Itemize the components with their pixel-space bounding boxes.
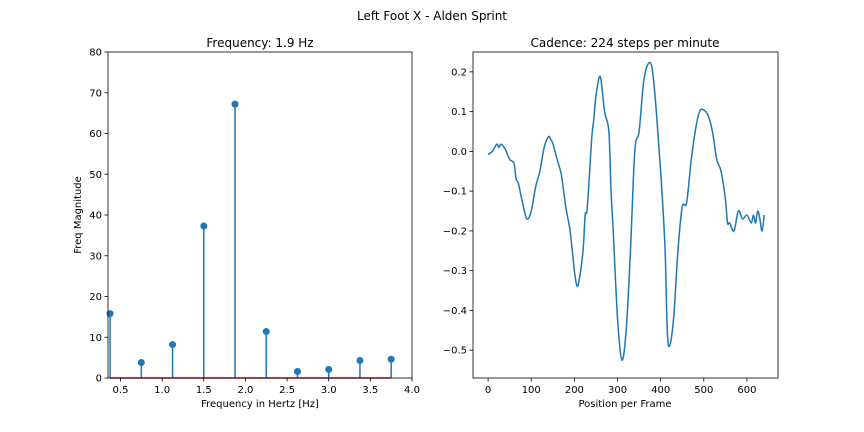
x-tick-label: 4.0 <box>404 385 420 396</box>
y-tick-label: 0 <box>96 374 102 385</box>
stem-marker <box>356 356 364 364</box>
y-tick-label: −0.5 <box>443 346 467 357</box>
cadence-line-marks <box>487 61 765 361</box>
stem-marker <box>231 100 239 108</box>
x-tick-label: 100 <box>522 385 541 396</box>
frequency-subplot-title: Frequency: 1.9 Hz <box>206 36 313 50</box>
y-tick-label: −0.1 <box>443 187 467 198</box>
frequency-stem-marks <box>106 100 395 379</box>
y-tick-label: 0.0 <box>451 147 467 158</box>
y-tick-label: 20 <box>89 292 102 303</box>
stem-marker <box>169 341 177 349</box>
x-tick-label: 2.5 <box>279 385 295 396</box>
x-tick-label: 300 <box>608 385 627 396</box>
x-tick-label: 1.0 <box>154 385 170 396</box>
x-tick-label: 1.5 <box>196 385 212 396</box>
y-tick-label: 80 <box>89 48 102 59</box>
figure-suptitle: Left Foot X - Alden Sprint <box>357 9 507 23</box>
frequency-subplot: Frequency: 1.9 Hz 0.5 1.0 1.5 2.0 2.5 3.0 3.5 4… <box>73 36 420 410</box>
x-tick-label: 400 <box>651 385 670 396</box>
stem-marker <box>137 359 145 367</box>
x-tick-label: 600 <box>737 385 756 396</box>
x-tick-label: 3.5 <box>362 385 378 396</box>
y-tick-label: 50 <box>89 170 102 181</box>
stem-marker <box>200 222 208 230</box>
stem-marker <box>262 328 270 336</box>
y-tick-label: 30 <box>89 251 102 262</box>
x-tick-label: 0 <box>485 385 491 396</box>
x-tick-label: 2.0 <box>237 385 253 396</box>
y-tick-label: 10 <box>89 333 102 344</box>
cadence-plot-frame <box>472 51 779 379</box>
stem-marker <box>293 367 301 375</box>
frequency-axis-ticks: 0.5 1.0 1.5 2.0 2.5 3.0 3.5 4.0 0 10 20 30 40 50 60 70 8… <box>89 48 420 397</box>
stem-marker <box>387 355 395 363</box>
cadence-series-line <box>487 61 765 361</box>
y-tick-label: 60 <box>89 129 102 140</box>
cadence-subplot: Cadence: 224 steps per minute 0 100 200 300… <box>443 36 779 410</box>
frequency-plot-frame <box>107 51 413 379</box>
stem-marker <box>325 365 333 373</box>
y-tick-label: −0.4 <box>443 306 467 317</box>
x-tick-label: 0.5 <box>113 385 129 396</box>
y-tick-label: −0.3 <box>443 266 467 277</box>
y-tick-label: 0.1 <box>451 107 467 118</box>
y-tick-label: −0.2 <box>443 226 467 237</box>
frequency-ylabel: Freq Magnitude <box>73 176 84 254</box>
y-tick-label: 0.2 <box>451 67 467 78</box>
cadence-xlabel: Position per Frame <box>578 399 671 410</box>
x-tick-label: 3.0 <box>321 385 337 396</box>
cadence-subplot-title: Cadence: 224 steps per minute <box>531 36 720 50</box>
x-tick-label: 500 <box>694 385 713 396</box>
frequency-xlabel: Frequency in Hertz [Hz] <box>201 399 319 410</box>
x-tick-label: 200 <box>565 385 584 396</box>
y-tick-label: 40 <box>89 211 102 222</box>
cadence-axis-ticks: 0 100 200 300 400 500 600 0.2 0.1 0.0 −0.1 −0.2 −0.3… <box>443 67 757 396</box>
y-tick-label: 70 <box>89 88 102 99</box>
